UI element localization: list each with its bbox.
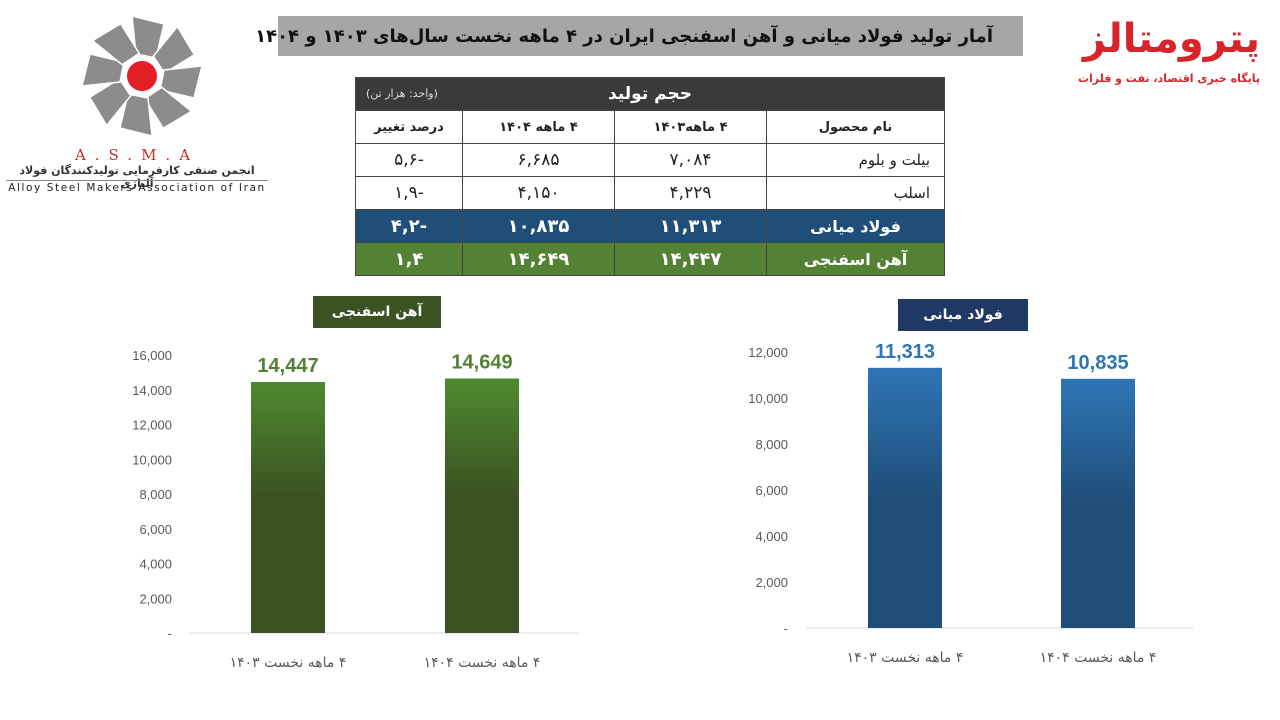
y-tick-label: 10,000 [748, 391, 788, 406]
value-1403-cell: ۱۴,۴۴۷ [614, 242, 767, 276]
bar [251, 381, 325, 633]
y-tick-label: 12,000 [132, 418, 172, 433]
y-tick-label: 14,000 [132, 383, 172, 398]
bar [1061, 378, 1135, 628]
y-tick-label: 8,000 [755, 437, 788, 452]
category-label: ۴ ماهه نخست ۱۴۰۴ [1040, 650, 1157, 666]
sponge-iron-chart-label: آهن اسفنجی [313, 296, 441, 328]
table-header-title: حجم تولید [608, 84, 692, 104]
asma-emblem-icon [81, 15, 203, 137]
brand-name: پترومتالز [1082, 16, 1261, 62]
logo-name-en: Alloy Steel Makers Association of Iran [6, 180, 268, 194]
y-tick-label: - [784, 621, 788, 636]
y-tick-label: 6,000 [755, 483, 788, 498]
table-header-row: حجم تولید (واحد: هزار تن) [355, 77, 945, 111]
table-column-headers: نام محصول ۴ ماهه۱۴۰۳ ۴ ماهه ۱۴۰۴ درصد تغ… [355, 110, 945, 144]
change-cell: ۱,۴ [355, 242, 463, 276]
y-tick-label: 2,000 [139, 591, 172, 606]
table-unit-label: (واحد: هزار تن) [366, 87, 438, 100]
data-label: 10,835 [1067, 352, 1128, 374]
data-label: 11,313 [875, 341, 935, 363]
y-tick-label: 16,000 [132, 348, 172, 363]
value-1404-cell: ۴,۱۵۰ [462, 176, 615, 210]
title-banner: آمار تولید فولاد میانی و آهن اسفنجی ایرا… [255, 16, 1023, 56]
bar [868, 367, 942, 628]
column-header: درصد تغییر [355, 110, 463, 144]
table-row: آهن اسفنجی ۱۴,۴۴۷ ۱۴,۶۴۹ ۱,۴ [355, 242, 945, 276]
column-header: ۴ ماهه ۱۴۰۴ [462, 110, 615, 144]
table-header: حجم تولید (واحد: هزار تن) [355, 77, 945, 111]
intermediate-steel-chart-label: فولاد میانی [898, 299, 1028, 331]
product-name-cell: اسلب [766, 176, 945, 210]
y-tick-label: 2,000 [755, 575, 788, 590]
page-title: آمار تولید فولاد میانی و آهن اسفنجی ایرا… [255, 25, 993, 47]
brand-tagline: پایگاه خبری اقتصاد، نفت و فلزات [1077, 72, 1260, 85]
y-tick-label: 6,000 [139, 522, 172, 537]
value-1404-cell: ۱۴,۶۴۹ [462, 242, 615, 276]
value-1403-cell: ۱۱,۳۱۳ [614, 209, 767, 243]
product-name-cell: بیلت و بلوم [766, 143, 945, 177]
y-tick-label: - [168, 626, 172, 641]
column-header: ۴ ماهه۱۴۰۳ [614, 110, 767, 144]
y-tick-label: 4,000 [755, 529, 788, 544]
y-tick-label: 12,000 [748, 345, 788, 360]
product-name-cell: فولاد میانی [766, 209, 945, 243]
logo-abbreviation: A.S.M.A [74, 146, 200, 164]
column-header: نام محصول [766, 110, 945, 144]
category-label: ۴ ماهه نخست ۱۴۰۳ [847, 650, 964, 666]
table-row: بیلت و بلوم ۷,۰۸۴ ۶,۶۸۵ -۵,۶ [355, 143, 945, 177]
table-row: اسلب ۴,۲۲۹ ۴,۱۵۰ -۱,۹ [355, 176, 945, 210]
product-name-cell: آهن اسفنجی [766, 242, 945, 276]
brand-logo: پترومتالز پایگاه خبری اقتصاد، نفت و فلزا… [1060, 8, 1261, 98]
data-label: 14,447 [257, 355, 318, 377]
value-1403-cell: ۴,۲۲۹ [614, 176, 767, 210]
category-label: ۴ ماهه نخست ۱۴۰۳ [230, 655, 347, 671]
asma-logo: A.S.M.A انجمن صنفی کارفرمایی تولیدکنندگا… [6, 10, 268, 194]
table-row: فولاد میانی ۱۱,۳۱۳ ۱۰,۸۳۵ -۴,۲ [355, 209, 945, 243]
y-tick-label: 8,000 [139, 487, 172, 502]
production-table: حجم تولید (واحد: هزار تن) نام محصول ۴ ما… [355, 77, 945, 276]
value-1404-cell: ۶,۶۸۵ [462, 143, 615, 177]
bar [445, 378, 519, 633]
data-label: 14,649 [451, 351, 512, 373]
category-label: ۴ ماهه نخست ۱۴۰۴ [424, 655, 541, 671]
y-tick-label: 4,000 [139, 557, 172, 572]
y-tick-label: 10,000 [132, 452, 172, 467]
